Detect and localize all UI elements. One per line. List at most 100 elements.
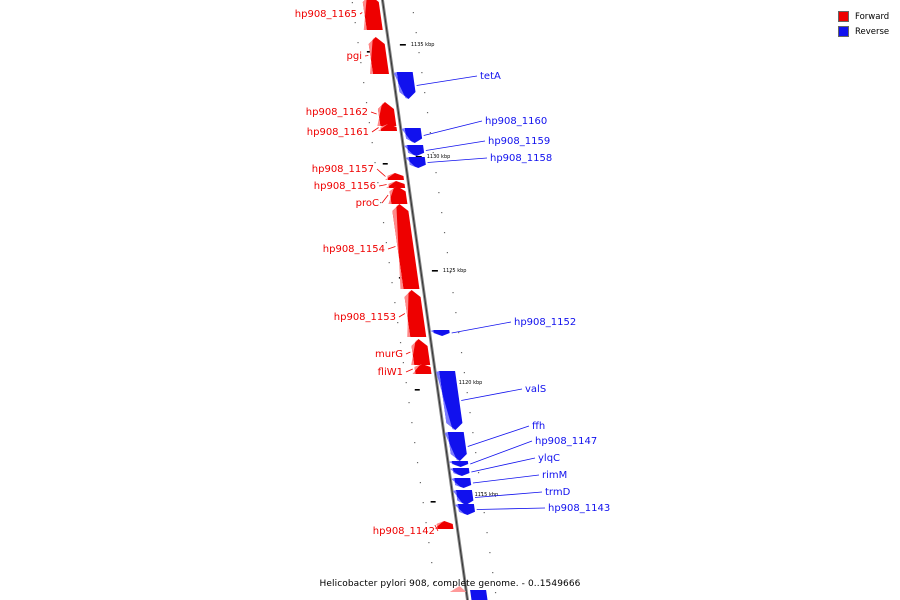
gene-arrow[interactable]: [408, 157, 426, 168]
gene-valS[interactable]: [436, 371, 463, 430]
gene-label-hp908_1156[interactable]: hp908_1156: [314, 181, 376, 192]
minor-tick: [360, 62, 362, 64]
minor-tick: [418, 52, 420, 54]
gene-label-hp908_1158[interactable]: hp908_1158: [490, 153, 552, 164]
gene-arrow[interactable]: [411, 339, 431, 365]
gene-hp908_1161[interactable]: [378, 124, 398, 131]
gene-arrow[interactable]: [454, 478, 472, 488]
gene-fliW1[interactable]: [412, 364, 432, 374]
gene-hp908_1159[interactable]: [404, 145, 425, 156]
minor-tick: [438, 192, 440, 194]
gene-partial: [449, 586, 467, 592]
gene-label-valS[interactable]: valS: [525, 384, 546, 395]
gene-arrow[interactable]: [387, 173, 404, 180]
minor-tick: [463, 372, 465, 374]
gene-label-tetA[interactable]: tetA: [480, 71, 501, 82]
gene-label-hp908_1142[interactable]: hp908_1142: [373, 526, 435, 537]
gene-arrow[interactable]: [451, 461, 469, 467]
gene-features: [362, 0, 488, 600]
gene-label-ylqC[interactable]: ylqC: [538, 453, 560, 464]
gene-arrow[interactable]: [368, 37, 389, 74]
gene-label-rimM[interactable]: rimM: [542, 470, 567, 481]
minor-tick: [416, 462, 419, 464]
minor-tick: [477, 472, 480, 474]
gene-hp908_1154[interactable]: [392, 204, 420, 289]
minor-tick: [377, 182, 379, 184]
gene-hp908_1152[interactable]: [430, 330, 450, 336]
gene-label-hp908_1147[interactable]: hp908_1147: [535, 436, 597, 447]
leader-line: [423, 120, 483, 136]
gene-pgi[interactable]: [368, 37, 389, 74]
minor-tick: [399, 342, 402, 344]
gene-tetA[interactable]: [393, 72, 416, 99]
gene-label-hp908_1160[interactable]: hp908_1160: [485, 116, 547, 127]
gene-rimM[interactable]: [451, 478, 472, 488]
minor-tick: [431, 562, 433, 564]
gene-label-proC[interactable]: proC: [356, 198, 379, 209]
gene-label-hp908_1157[interactable]: hp908_1157: [312, 164, 374, 175]
leader-line: [425, 140, 486, 151]
gene-arrow[interactable]: [377, 102, 397, 126]
minor-tick: [412, 12, 414, 14]
gene-hp908_1158[interactable]: [405, 157, 426, 168]
gene-ffh[interactable]: [444, 432, 467, 461]
gene-arrow[interactable]: [407, 145, 425, 156]
leader-line: [434, 524, 439, 532]
gene-arrow-face: [434, 521, 445, 529]
gene-arrow[interactable]: [404, 290, 427, 337]
gene-arrow-face: [362, 0, 367, 30]
minor-tick: [446, 252, 448, 254]
gene-hp908_1153[interactable]: [404, 290, 427, 337]
gene-arrow[interactable]: [404, 128, 423, 143]
gene-arrow-face: [448, 461, 461, 467]
gene-arrow[interactable]: [414, 364, 432, 374]
gene-hp908_1156[interactable]: [386, 181, 406, 188]
leader-line: [472, 474, 540, 484]
leader-line: [370, 111, 377, 115]
gene-proC[interactable]: [388, 186, 408, 204]
gene-trmD[interactable]: [452, 490, 474, 505]
gene-arrow[interactable]: [433, 330, 450, 336]
minor-tick: [354, 22, 356, 24]
gene-hp908_1147[interactable]: [448, 461, 469, 467]
gene-label-hp908_1159[interactable]: hp908_1159: [488, 136, 550, 147]
gene-ylqC[interactable]: [449, 468, 470, 476]
gene-label-murG[interactable]: murG: [375, 349, 403, 360]
gene-label-hp908_1161[interactable]: hp908_1161: [307, 127, 369, 138]
gene-arrow-face: [449, 468, 462, 476]
gene-label-hp908_1153[interactable]: hp908_1153: [334, 312, 396, 323]
gene-hp908_1162[interactable]: [377, 102, 397, 126]
reverse-swatch: [838, 26, 849, 37]
gene-arrow[interactable]: [457, 504, 475, 515]
minor-tick: [449, 272, 451, 274]
gene-label-hp908_1162[interactable]: hp908_1162: [306, 107, 368, 118]
gene-arrow[interactable]: [439, 371, 463, 430]
gene-label-hp908_1152[interactable]: hp908_1152: [514, 317, 576, 328]
gene-label-fliW1[interactable]: fliW1: [378, 367, 403, 378]
gene-hp908_1142[interactable]: [434, 521, 454, 529]
gene-label-hp908_1154[interactable]: hp908_1154: [323, 244, 385, 255]
gene-label-pgi[interactable]: pgi: [347, 51, 362, 62]
gene-label-hp908_1143[interactable]: hp908_1143: [548, 503, 610, 514]
gene-arrow-face: [430, 330, 443, 336]
gene-arrow-face: [444, 432, 460, 461]
minor-tick: [408, 402, 410, 404]
major-tick: [366, 51, 372, 53]
gene-hp908_1143[interactable]: [454, 504, 475, 515]
minor-tick: [433, 582, 436, 584]
gene-arrow-face: [393, 72, 409, 99]
gene-label-trmD[interactable]: trmD: [545, 487, 571, 498]
gene-label-hp908_1165[interactable]: hp908_1165: [295, 9, 357, 20]
gene-arrow[interactable]: [455, 490, 474, 505]
gene-murG[interactable]: [411, 339, 431, 365]
gene-arrow[interactable]: [436, 521, 454, 529]
gene-hp908_1165[interactable]: [362, 0, 383, 30]
gene-hp908_1157[interactable]: [384, 173, 404, 180]
minor-tick: [397, 322, 399, 324]
gene-arrow[interactable]: [392, 204, 420, 289]
gene-arrow[interactable]: [362, 0, 383, 30]
gene-arrow[interactable]: [389, 186, 408, 204]
gene-hp908_1160[interactable]: [401, 128, 423, 143]
gene-label-ffh[interactable]: ffh: [532, 421, 545, 432]
gene-arrow[interactable]: [452, 468, 470, 476]
